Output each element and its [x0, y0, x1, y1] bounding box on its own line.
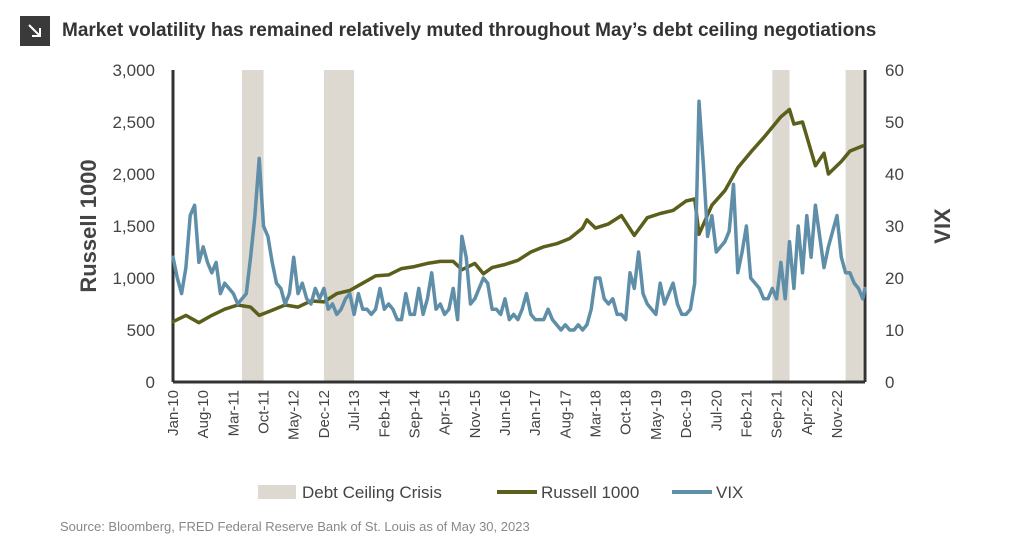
x-tick-label: May-12: [286, 390, 303, 440]
left-tick-label: 0: [146, 373, 155, 392]
x-tick-label: Jan-17: [527, 390, 544, 436]
x-tick-label: Dec-12: [316, 390, 333, 438]
x-tick-label: Sep-21: [769, 390, 786, 438]
debt-ceiling-band-2: [772, 70, 790, 382]
right-tick-label: 40: [885, 165, 904, 184]
left-tick-label: 2,000: [112, 165, 155, 184]
x-tick-label: May-19: [648, 390, 665, 440]
source-note: Source: Bloomberg, FRED Federal Reserve …: [60, 519, 530, 534]
right-tick-label: 30: [885, 217, 904, 236]
left-tick-label: 3,000: [112, 61, 155, 80]
x-tick-label: Apr-15: [437, 390, 454, 435]
x-tick-label: Nov-22: [829, 390, 846, 438]
left-axis-title: Russell 1000: [76, 159, 101, 292]
right-axis-title: VIX: [930, 208, 955, 244]
x-tick-label: Jul-13: [346, 390, 363, 431]
legend-label-debt-ceiling: Debt Ceiling Crisis: [302, 483, 442, 502]
x-tick-label: Oct-18: [618, 390, 635, 435]
left-tick-label: 1,000: [112, 269, 155, 288]
chart-title: Market volatility has remained relativel…: [62, 20, 877, 41]
legend-label-russell: Russell 1000: [541, 483, 639, 502]
debt-ceiling-band-3: [845, 70, 863, 382]
chart-title-row: Market volatility has remained relativel…: [20, 14, 876, 48]
x-tick-label: Feb-21: [738, 390, 755, 438]
x-tick-label: Mar-11: [225, 390, 242, 436]
arrow-down-right-icon: [20, 16, 50, 46]
x-tick-label: Aug-17: [557, 390, 574, 438]
x-tick-label: Nov-15: [467, 390, 484, 438]
left-tick-label: 1,500: [112, 217, 155, 236]
legend-swatch-debt-ceiling: [258, 485, 296, 499]
x-tick-label: Sep-14: [406, 390, 423, 438]
right-tick-label: 50: [885, 113, 904, 132]
right-tick-label: 60: [885, 61, 904, 80]
right-tick-label: 0: [885, 373, 894, 392]
vix-line: [171, 99, 867, 332]
x-tick-label: Apr-22: [799, 390, 816, 435]
legend-label-vix: VIX: [716, 483, 743, 502]
x-tick-label: Jul-20: [708, 390, 725, 431]
x-tick-label: Jan-10: [165, 390, 182, 436]
left-tick-label: 500: [127, 321, 155, 340]
right-tick-label: 10: [885, 321, 904, 340]
russell-1000-line: [171, 107, 865, 325]
x-tick-label: Jun-16: [497, 390, 514, 436]
right-tick-label: 20: [885, 269, 904, 288]
x-tick-label: Dec-19: [678, 390, 695, 438]
x-tick-label: Oct-11: [256, 390, 273, 434]
x-tick-label: Feb-14: [376, 390, 393, 438]
x-tick-label: Aug-10: [195, 390, 212, 438]
x-tick-label: Mar-18: [588, 390, 605, 438]
left-tick-label: 2,500: [112, 113, 155, 132]
debt-ceiling-band-1: [323, 70, 355, 382]
